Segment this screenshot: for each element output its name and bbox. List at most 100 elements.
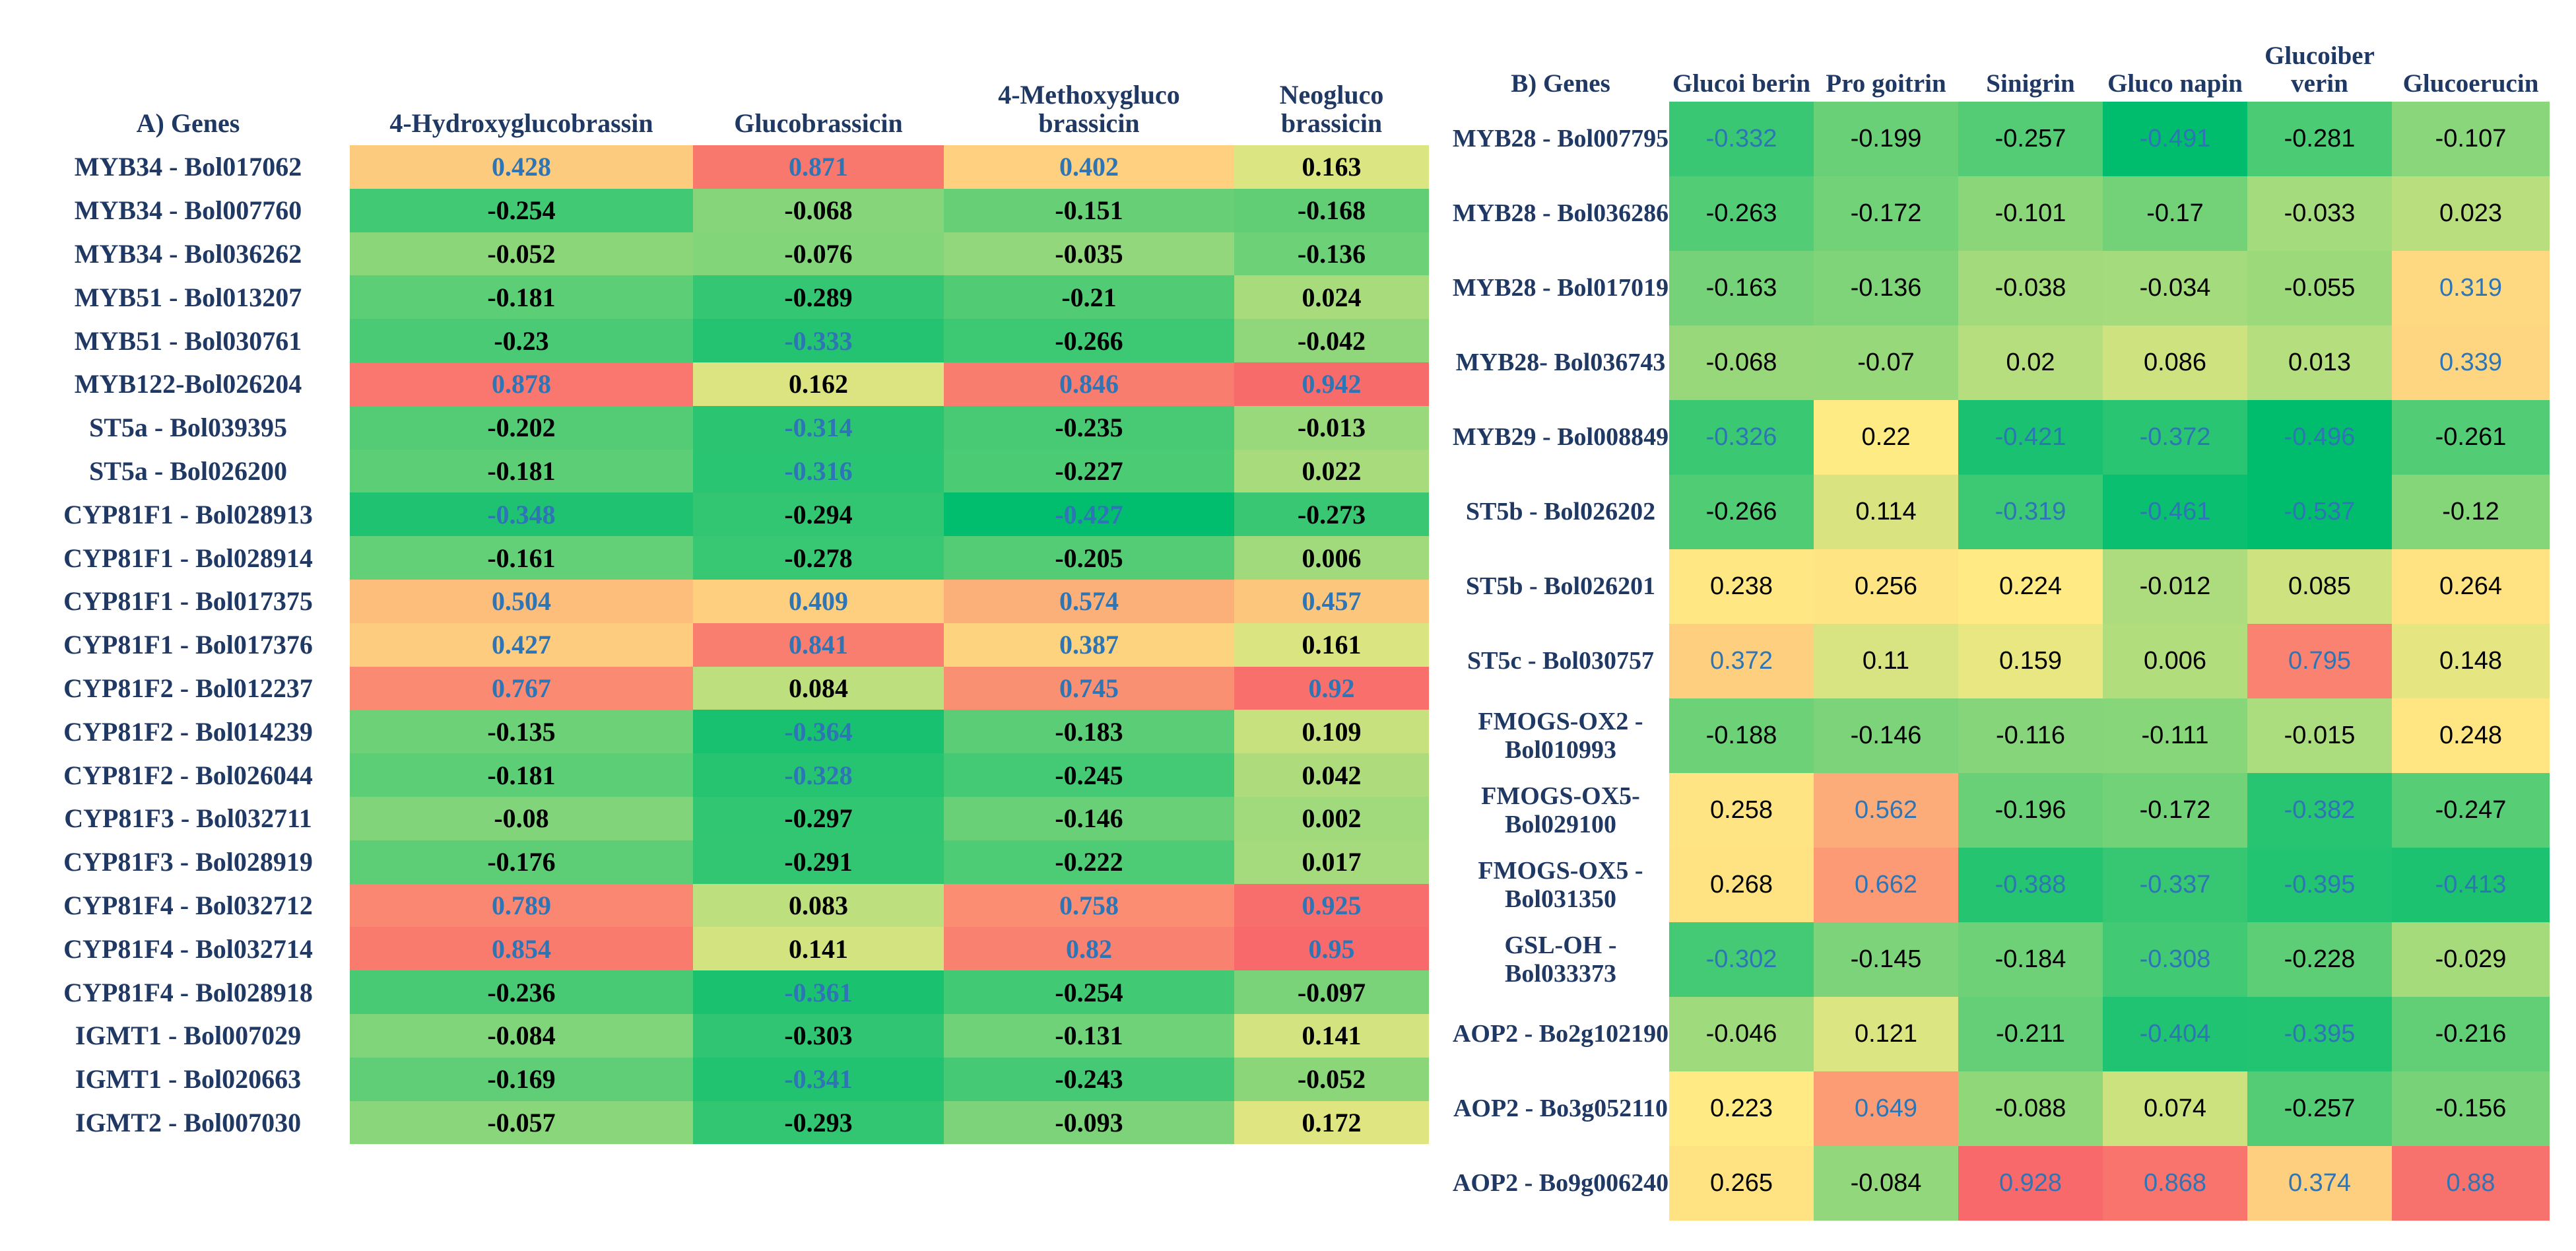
heatmap-a-row-label: CYP81F2 - Bol014239 bbox=[63, 716, 313, 747]
heatmap-b-cell: 0.223 bbox=[1669, 1071, 1814, 1146]
heatmap-a-row: ST5a - Bol026200 -0.181 -0.316 -0.227 0.022 bbox=[26, 449, 1429, 493]
heatmap-b-cell: 0.662 bbox=[1814, 848, 1958, 922]
heatmap-b-cell: -0.12 bbox=[2392, 475, 2550, 549]
heatmap-a-row: CYP81F1 - Bol017375 0.504 0.409 0.574 0.457 bbox=[26, 579, 1429, 623]
heatmap-a-row: CYP81F1 - Bol017376 0.427 0.841 0.387 0.161 bbox=[26, 623, 1429, 667]
heatmap-a-row-label: CYP81F1 - Bol028914 bbox=[63, 543, 313, 573]
heatmap-a-row-label: CYP81F3 - Bol028919 bbox=[63, 847, 313, 877]
heatmap-a-cell: 0.767 bbox=[350, 666, 693, 710]
heatmap-b-row: FMOGS-OX5- Bol029100 0.258 0.562 -0.196 -0.1… bbox=[1452, 773, 2550, 848]
heatmap-b-cell: -0.015 bbox=[2247, 698, 2392, 773]
heatmap-a-cell: 0.161 bbox=[1234, 623, 1429, 667]
heatmap-b-row: AOP2 - Bo9g006240 0.265 -0.084 0.928 0.868 0.… bbox=[1452, 1146, 2550, 1221]
heatmap-b-row-label: AOP2 - Bo3g052110 bbox=[1453, 1095, 1668, 1123]
heatmap-a-row-label: CYP81F1 - Bol028913 bbox=[63, 499, 313, 529]
heatmap-b-col-header-glucoiber-verin: Glucoiber verin bbox=[2264, 41, 2375, 98]
heatmap-a-row-label: CYP81F1 - Bol017375 bbox=[63, 586, 313, 617]
heatmap-b-row-label: FMOGS-OX2 - Bol010993 bbox=[1478, 707, 1643, 764]
heatmap-b-row: ST5b - Bol026201 0.238 0.256 0.224 -0.012 0.0… bbox=[1452, 549, 2550, 624]
heatmap-b-cell: -0.211 bbox=[1958, 997, 2103, 1071]
heatmap-a-cell: -0.035 bbox=[944, 232, 1234, 276]
heatmap-a-row-label: IGMT1 - Bol007029 bbox=[75, 1021, 302, 1051]
heatmap-a-cell: -0.222 bbox=[944, 840, 1234, 884]
heatmap-b-cell: -0.337 bbox=[2103, 848, 2247, 922]
heatmap-a-row-label: CYP81F1 - Bol017376 bbox=[63, 630, 313, 660]
heatmap-b-cell: 0.085 bbox=[2247, 549, 2392, 624]
heatmap-b-cell: 0.264 bbox=[2392, 549, 2550, 624]
heatmap-b-cell: 0.121 bbox=[1814, 997, 1958, 1071]
heatmap-b-cell: 0.339 bbox=[2392, 325, 2550, 400]
heatmap-b-cell: -0.172 bbox=[2103, 773, 2247, 848]
heatmap-a-title: A) Genes bbox=[136, 108, 240, 138]
heatmap-b-cell: -0.046 bbox=[1669, 997, 1814, 1071]
heatmap-b-cell: -0.302 bbox=[1669, 922, 1814, 997]
heatmap-a-cell: -0.176 bbox=[350, 840, 693, 884]
heatmap-b-cell: -0.038 bbox=[1958, 251, 2103, 325]
heatmap-a-cell: 0.084 bbox=[693, 666, 944, 710]
heatmap-b-cell: 0.88 bbox=[2392, 1146, 2550, 1221]
heatmap-b-row-label: MYB28- Bol036743 bbox=[1455, 349, 1666, 377]
heatmap-b-row-label: ST5b - Bol026201 bbox=[1465, 572, 1656, 601]
heatmap-b-row: MYB28 - Bol007795 -0.332 -0.199 -0.257 -0.49… bbox=[1452, 102, 2550, 176]
heatmap-a-cell: -0.093 bbox=[944, 1100, 1234, 1145]
heatmap-a-row-label: MYB51 - Bol013207 bbox=[74, 282, 302, 312]
heatmap-a-cell: -0.181 bbox=[350, 275, 693, 320]
heatmap-b-row: AOP2 - Bo2g102190 -0.046 0.121 -0.211 -0.404… bbox=[1452, 997, 2550, 1071]
heatmap-a-row: ST5a - Bol039395 -0.202 -0.314 -0.235 -0.013 bbox=[26, 405, 1429, 450]
heatmap-a-row-label: CYP81F2 - Bol026044 bbox=[63, 760, 313, 790]
heatmap-a-cell: 0.428 bbox=[350, 145, 693, 189]
heatmap-b-cell: 0.148 bbox=[2392, 624, 2550, 698]
heatmap-a-cell: 0.409 bbox=[693, 579, 944, 623]
heatmap-b-cell: -0.247 bbox=[2392, 773, 2550, 848]
heatmap-a-cell: 0.083 bbox=[693, 883, 944, 928]
heatmap-a-row: IGMT1 - Bol007029 -0.084 -0.303 -0.131 0.141 bbox=[26, 1013, 1429, 1058]
heatmap-a-cell: -0.254 bbox=[350, 188, 693, 232]
heatmap-a-cell: -0.161 bbox=[350, 536, 693, 580]
heatmap-b-row-label: GSL-OH - Bol033373 bbox=[1504, 931, 1617, 988]
heatmap-a-row: IGMT1 - Bol020663 -0.169 -0.341 -0.243 -0.05… bbox=[26, 1057, 1429, 1101]
heatmap-a-cell: -0.146 bbox=[944, 796, 1234, 840]
heatmap-b-cell: -0.332 bbox=[1669, 102, 1814, 176]
heatmap-b-row: ST5b - Bol026202 -0.266 0.114 -0.319 -0.461-… bbox=[1452, 475, 2550, 549]
heatmap-a-cell: -0.181 bbox=[350, 753, 693, 797]
heatmap-b-cell: -0.382 bbox=[2247, 773, 2392, 848]
heatmap-b-cell: 0.268 bbox=[1669, 848, 1814, 922]
heatmap-b-cell: -0.372 bbox=[2103, 400, 2247, 475]
heatmap-b-cell: -0.033 bbox=[2247, 176, 2392, 251]
heatmap-a-cell: 0.789 bbox=[350, 883, 693, 928]
heatmap-b-cell: -0.107 bbox=[2392, 102, 2550, 176]
heatmap-a-cell: -0.245 bbox=[944, 753, 1234, 797]
heatmap-b-cell: -0.199 bbox=[1814, 102, 1958, 176]
heatmap-a-cell: 0.504 bbox=[350, 579, 693, 623]
heatmap-a-cell: 0.758 bbox=[944, 883, 1234, 928]
heatmap-b-cell: 0.265 bbox=[1669, 1146, 1814, 1221]
heatmap-b-row: AOP2 - Bo3g052110 0.223 0.649 -0.088 0.074 -0… bbox=[1452, 1071, 2550, 1146]
heatmap-b-cell: 0.649 bbox=[1814, 1071, 1958, 1146]
heatmap-a-cell: 0.017 bbox=[1234, 840, 1429, 884]
heatmap-a-cell: -0.294 bbox=[693, 492, 944, 537]
heatmap-a-cell: -0.23 bbox=[350, 319, 693, 362]
heatmap-b-row-label: MYB28 - Bol007795 bbox=[1452, 125, 1669, 153]
heatmap-a-cell: -0.013 bbox=[1234, 405, 1429, 450]
heatmap-a-col-header-4-methoxygluco-brassicin: 4-Methoxygluco brassicin bbox=[998, 79, 1180, 138]
heatmap-a-cell: -0.084 bbox=[350, 1013, 693, 1058]
heatmap-b-cell: -0.461 bbox=[2103, 475, 2247, 549]
heatmap-b-cell: -0.088 bbox=[1958, 1071, 2103, 1146]
heatmap-b-cell: -0.257 bbox=[2247, 1071, 2392, 1146]
heatmap-a-row: MYB34 - Bol036262 -0.052 -0.076 -0.035 -0.13… bbox=[26, 232, 1429, 276]
heatmap-a-row: MYB34 - Bol017062 0.428 0.871 0.402 0.163 bbox=[26, 145, 1429, 189]
heatmap-a-cell: 0.574 bbox=[944, 579, 1234, 623]
heatmap-a-row-label: IGMT2 - Bol007030 bbox=[75, 1107, 302, 1137]
heatmap-b-cell: -0.196 bbox=[1958, 773, 2103, 848]
heatmap-b-cell: -0.413 bbox=[2392, 848, 2550, 922]
heatmap-a-cell: 0.024 bbox=[1234, 275, 1429, 320]
heatmap-a-cell: 0.95 bbox=[1234, 927, 1429, 971]
heatmap-a-cell: 0.042 bbox=[1234, 753, 1429, 797]
heatmap-b-cell: 0.22 bbox=[1814, 400, 1958, 475]
heatmap-b-cell: -0.101 bbox=[1958, 176, 2103, 251]
heatmap-a-row: CYP81F2 - Bol014239 -0.135 -0.364 -0.183 0.1… bbox=[26, 710, 1429, 754]
heatmap-b-cell: -0.163 bbox=[1669, 251, 1814, 325]
heatmap-a-cell: 0.82 bbox=[944, 927, 1234, 971]
heatmap-a-row-label: CYP81F4 - Bol032714 bbox=[63, 933, 313, 964]
heatmap-b-col-header-glucoi-berin: Glucoi berin bbox=[1672, 69, 1811, 98]
